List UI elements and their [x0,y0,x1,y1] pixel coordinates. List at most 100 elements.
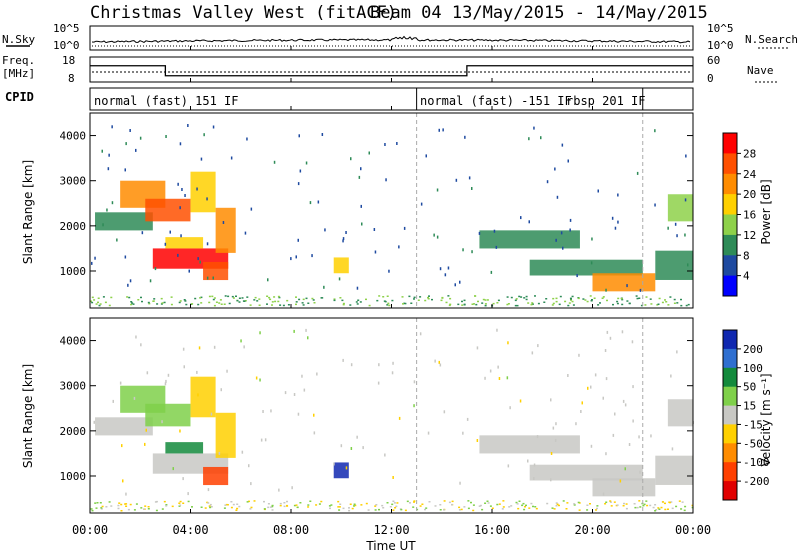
vel-echoes-speckle [230,506,233,509]
power-echoes-scatter [124,168,126,172]
power-echoes-speckle [403,302,406,305]
vel-echoes-scatter [243,345,245,349]
power-echoes-speckle [419,296,422,298]
power-echoes-scatter [299,169,302,173]
power-echoes-speckle [282,304,285,307]
power-echoes-speckle [227,295,230,298]
power-echoes-speckle [516,304,519,307]
power-echoes-scatter [222,221,225,224]
xtick-label: 00:00 [675,523,711,537]
vel-echoes-speckle [562,500,565,502]
power-echoes-scatter [177,253,179,257]
vel-echoes-scatter [484,376,486,380]
power-echoes-speckle [496,302,499,304]
power-echoes-speckle [126,296,129,298]
vel-echoes-scatter [182,347,185,351]
vel-echoes-scatter [260,438,263,442]
vel-echoes-speckle [226,504,229,506]
power-echoes-scatter [438,128,440,132]
vel-echoes-scatter [604,349,607,352]
colorbar-segment [723,443,737,463]
power-echoes-scatter [388,269,390,273]
vel-echoes-scatter [550,398,552,402]
vel-echoes-scatter [419,332,422,336]
colorbar-segment [723,153,737,175]
power-echoes-scatter [305,161,308,165]
vel-echoes-speckle [451,503,453,506]
colorbar-segment [723,255,737,277]
power-echoes-speckle [510,296,513,299]
vel-echoes-speckle [208,505,211,507]
power-echoes-scatter [164,242,167,246]
power-echoes-speckle [621,303,624,306]
vel-echoes-scatter [434,359,436,363]
power-echoes-speckle [184,300,187,302]
power-echoes-scatter [125,142,127,146]
power-echoes-scatter [295,255,297,259]
vel-echoes-speckle [448,501,451,504]
vel-echoes-scatter [438,360,440,364]
power-echoes-speckle [413,298,415,300]
power-echoes-scatter [244,231,247,235]
vel-echoes-region [145,403,191,427]
vel-echoes-scatter [262,410,264,413]
power-echoes-scatter [540,136,542,140]
power-echoes-scatter [94,256,96,260]
vel-echoes-speckle [649,504,652,507]
vel-echoes-region [165,442,204,454]
vel-echoes-speckle [443,509,446,511]
power-echoes-speckle [268,296,271,299]
vel-echoes-scatter [552,426,555,430]
vel-echoes-speckle [487,502,490,504]
power-echoes-scatter [455,178,458,182]
power-echoes-scatter [444,273,447,277]
vel-echoes-speckle [595,509,597,511]
vel-echoes-speckle [293,504,296,507]
power-echoes-scatter [654,203,656,207]
power-echoes-scatter [102,223,104,227]
power-echoes-speckle [612,303,614,306]
power-echoes-speckle [531,303,534,305]
vel-echoes-speckle [491,507,494,509]
vel-echoes-speckle [330,504,333,506]
power-echoes-speckle [277,295,280,298]
power-echoes-speckle [597,304,600,306]
power-echoes-scatter [196,187,198,191]
vel-echoes-region [190,376,216,418]
vel-echoes-scatter [462,431,464,435]
vel-echoes-scatter [459,481,461,485]
vel-echoes-speckle [555,502,558,504]
vel-echoes-speckle [625,503,628,505]
vel-echoes-scatter [602,492,605,496]
power-echoes-region [145,198,191,222]
vel-echoes-speckle [558,504,560,507]
vel-echoes-speckle [165,505,168,507]
vel-echoes-speckle [667,508,669,510]
ytick-label: 3000 [60,380,87,393]
power-echoes-speckle [246,296,249,298]
xtick-label: 00:00 [72,523,108,537]
vel-echoes-scatter [476,439,479,442]
vel-echoes-scatter [307,336,309,340]
vel-echoes-scatter [333,462,335,466]
vel-echoes-speckle [472,504,475,506]
power-echoes-speckle [147,301,150,304]
power-echoes-speckle [497,299,500,302]
vel-echoes-speckle [296,506,299,509]
power-echoes-speckle [341,299,344,302]
power-echoes-scatter [654,129,656,133]
power-echoes-scatter [569,218,572,222]
power-echoes-speckle [601,297,604,299]
vel-echoes-scatter [496,328,498,332]
vel-echoes-scatter [624,467,626,471]
power-echoes-scatter [101,149,103,153]
vel-echoes-speckle [338,509,341,511]
vel-echoes-speckle [400,508,403,511]
power-echoes-scatter [154,267,157,271]
vel-echoes-speckle [127,508,130,511]
power-echoes-region [667,194,693,222]
power-echoes-speckle [307,302,310,304]
power-echoes-speckle [132,303,135,305]
vel-echoes-speckle [556,503,559,506]
vel-echoes-speckle [367,509,370,511]
